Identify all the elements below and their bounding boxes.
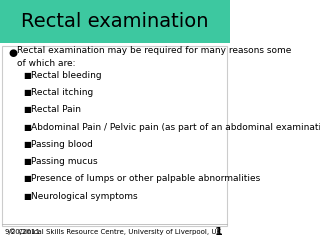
Text: Passing blood: Passing blood — [31, 140, 93, 149]
Text: 1: 1 — [215, 227, 223, 237]
Text: ■: ■ — [23, 157, 31, 166]
Text: Presence of lumps or other palpable abnormalities: Presence of lumps or other palpable abno… — [31, 174, 260, 183]
Text: ■: ■ — [23, 105, 31, 114]
Text: 9/20/2011: 9/20/2011 — [4, 229, 41, 235]
Text: Abdominal Pain / Pelvic pain (as part of an abdominal examination): Abdominal Pain / Pelvic pain (as part of… — [31, 123, 320, 132]
Text: Rectal examination: Rectal examination — [21, 12, 209, 31]
Text: Rectal Pain: Rectal Pain — [31, 105, 81, 114]
FancyBboxPatch shape — [0, 0, 230, 43]
Text: Rectal examination may be required for many reasons some: Rectal examination may be required for m… — [17, 46, 292, 55]
Text: ●: ● — [8, 48, 17, 58]
Text: Neurological symptoms: Neurological symptoms — [31, 192, 138, 201]
Text: ■: ■ — [23, 140, 31, 149]
Text: of which are:: of which are: — [17, 59, 76, 68]
Text: ■: ■ — [23, 123, 31, 132]
Text: Passing mucus: Passing mucus — [31, 157, 98, 166]
Text: ■: ■ — [23, 88, 31, 97]
Text: ■: ■ — [23, 71, 31, 80]
Text: Rectal bleeding: Rectal bleeding — [31, 71, 102, 80]
Text: ■: ■ — [23, 192, 31, 201]
Text: © Clinical Skills Resource Centre, University of Liverpool, UK: © Clinical Skills Resource Centre, Unive… — [9, 229, 221, 235]
Text: ■: ■ — [23, 174, 31, 183]
Text: Rectal itching: Rectal itching — [31, 88, 93, 97]
